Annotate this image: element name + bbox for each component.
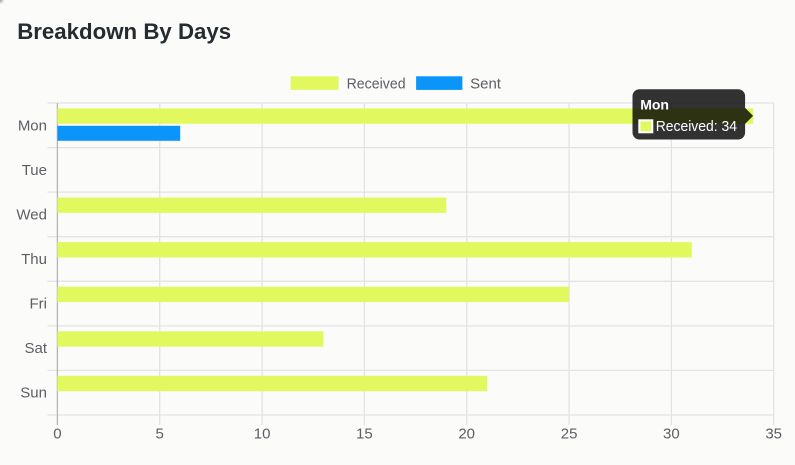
svg-text:Breakdown By Days: Breakdown By Days <box>17 19 231 44</box>
svg-text:Mon: Mon <box>18 117 47 134</box>
svg-text:5: 5 <box>156 425 164 442</box>
svg-text:Sat: Sat <box>24 340 47 357</box>
svg-text:15: 15 <box>356 425 373 442</box>
svg-text:25: 25 <box>561 425 578 442</box>
svg-text:Sun: Sun <box>20 385 47 402</box>
svg-text:Tue: Tue <box>22 162 47 179</box>
svg-text:10: 10 <box>254 425 271 442</box>
svg-text:Wed: Wed <box>16 206 47 223</box>
svg-text:Received: 34: Received: 34 <box>656 118 737 135</box>
svg-text:Fri: Fri <box>30 296 48 313</box>
svg-text:30: 30 <box>663 425 680 442</box>
svg-text:Thu: Thu <box>21 251 47 268</box>
svg-text:20: 20 <box>458 425 475 442</box>
svg-text:0: 0 <box>53 425 61 442</box>
svg-text:Received: Received <box>347 75 406 92</box>
svg-text:Mon: Mon <box>640 97 669 113</box>
svg-text:35: 35 <box>765 425 782 442</box>
svg-text:Sent: Sent <box>470 75 502 92</box>
